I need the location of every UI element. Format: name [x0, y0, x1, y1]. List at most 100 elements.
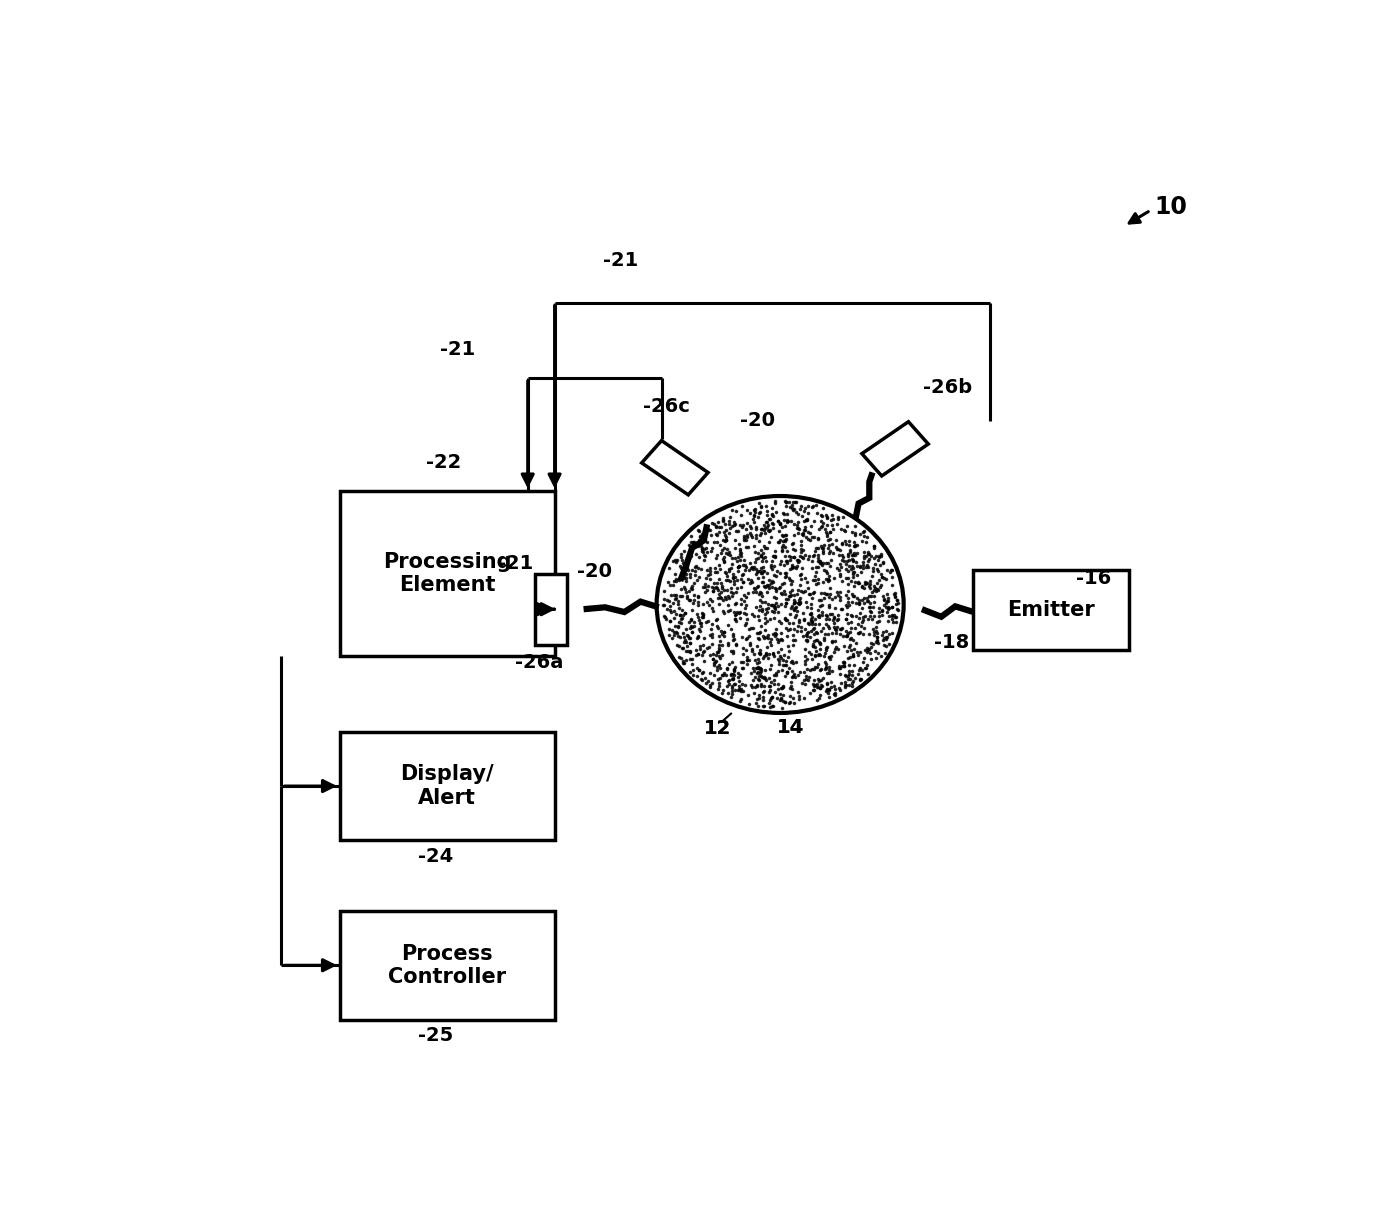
Point — [757, 514, 779, 534]
Point — [852, 619, 875, 638]
Point — [840, 674, 862, 693]
Point — [699, 663, 721, 682]
Point — [762, 670, 784, 690]
Point — [822, 534, 844, 554]
Point — [729, 594, 751, 614]
Point — [729, 608, 751, 627]
Point — [696, 568, 718, 588]
Point — [780, 666, 802, 686]
Point — [699, 564, 721, 583]
Point — [714, 562, 736, 582]
Point — [723, 514, 746, 534]
Point — [750, 545, 772, 565]
Point — [877, 606, 900, 626]
Point — [784, 605, 807, 625]
Point — [821, 624, 843, 643]
Point — [784, 608, 807, 627]
Point — [675, 564, 697, 583]
Point — [880, 597, 902, 616]
Point — [736, 650, 758, 670]
Point — [722, 571, 744, 590]
Point — [786, 550, 808, 570]
Point — [665, 570, 687, 589]
Point — [789, 588, 811, 608]
Point — [747, 548, 769, 567]
Point — [719, 582, 742, 601]
Point — [855, 527, 877, 546]
Point — [760, 636, 782, 655]
Point — [768, 533, 790, 552]
Point — [754, 496, 776, 516]
Point — [679, 610, 701, 630]
Point — [687, 644, 710, 664]
Point — [850, 669, 872, 688]
Point — [730, 681, 753, 701]
Point — [751, 572, 773, 592]
Point — [728, 603, 750, 622]
Point — [886, 589, 908, 609]
Point — [712, 604, 735, 624]
Point — [843, 562, 865, 582]
Point — [764, 682, 786, 702]
Point — [692, 663, 714, 682]
Point — [705, 616, 728, 636]
Point — [801, 636, 823, 655]
Bar — [973, 570, 1130, 649]
Point — [775, 491, 797, 511]
Point — [681, 579, 703, 599]
Point — [773, 516, 796, 535]
Point — [707, 655, 729, 675]
Point — [807, 545, 829, 565]
Point — [873, 590, 895, 610]
Point — [787, 552, 809, 572]
Point — [783, 599, 805, 619]
Point — [715, 571, 737, 590]
Point — [797, 659, 819, 679]
Point — [773, 537, 796, 556]
Point — [758, 668, 780, 687]
Point — [800, 621, 822, 641]
Point — [718, 600, 740, 620]
Point — [739, 650, 761, 670]
Point — [679, 662, 701, 681]
Point — [862, 597, 884, 616]
Point — [733, 599, 755, 619]
Point — [766, 649, 789, 669]
Point — [830, 545, 852, 565]
Point — [845, 588, 868, 608]
Point — [794, 568, 816, 588]
Point — [750, 497, 772, 517]
Point — [791, 548, 814, 567]
Point — [782, 688, 804, 708]
Point — [692, 608, 714, 627]
Point — [782, 500, 804, 519]
Point — [681, 609, 703, 628]
Point — [884, 612, 906, 632]
Point — [841, 644, 863, 664]
Point — [802, 582, 825, 601]
Point — [839, 556, 861, 576]
Point — [679, 633, 701, 653]
Point — [748, 590, 771, 610]
Point — [736, 647, 758, 666]
Point — [769, 690, 791, 709]
Point — [730, 518, 753, 538]
Point — [761, 497, 783, 517]
Point — [668, 605, 690, 625]
Point — [766, 632, 789, 652]
Point — [857, 664, 879, 684]
Point — [740, 663, 762, 682]
Point — [832, 550, 854, 570]
Point — [801, 635, 823, 654]
Point — [664, 604, 686, 624]
Point — [876, 588, 898, 608]
Point — [769, 555, 791, 575]
Point — [723, 512, 746, 532]
Point — [812, 499, 834, 518]
Point — [722, 603, 744, 622]
Point — [723, 610, 746, 630]
Point — [834, 532, 857, 551]
Point — [789, 565, 811, 584]
Point — [796, 626, 818, 646]
Point — [839, 622, 861, 642]
